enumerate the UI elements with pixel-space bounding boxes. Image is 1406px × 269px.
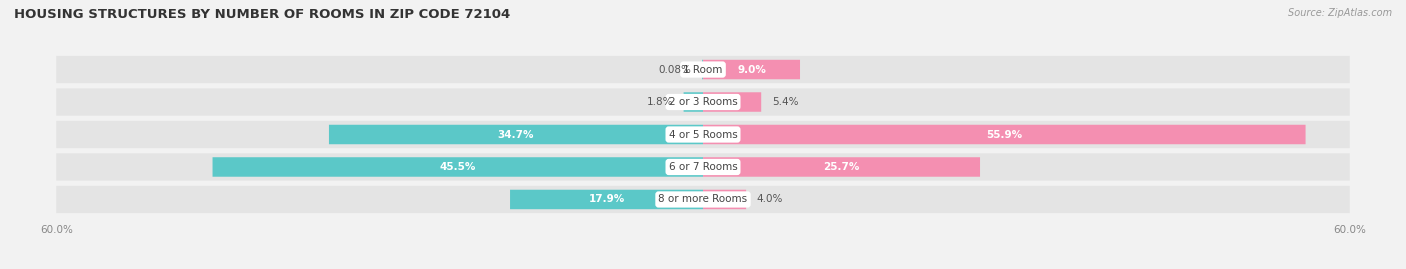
FancyBboxPatch shape	[56, 186, 1350, 213]
FancyBboxPatch shape	[510, 190, 703, 209]
Text: 0.08%: 0.08%	[658, 65, 692, 75]
FancyBboxPatch shape	[703, 157, 980, 177]
FancyBboxPatch shape	[703, 60, 800, 79]
FancyBboxPatch shape	[683, 92, 703, 112]
FancyBboxPatch shape	[703, 190, 747, 209]
FancyBboxPatch shape	[212, 157, 703, 177]
Text: 45.5%: 45.5%	[440, 162, 477, 172]
Text: 1 Room: 1 Room	[683, 65, 723, 75]
Text: 4.0%: 4.0%	[756, 194, 783, 204]
Text: 34.7%: 34.7%	[498, 129, 534, 140]
FancyBboxPatch shape	[703, 92, 761, 112]
FancyBboxPatch shape	[329, 125, 703, 144]
Text: 9.0%: 9.0%	[737, 65, 766, 75]
Text: 8 or more Rooms: 8 or more Rooms	[658, 194, 748, 204]
FancyBboxPatch shape	[56, 56, 1350, 83]
FancyBboxPatch shape	[703, 125, 1306, 144]
Text: 25.7%: 25.7%	[824, 162, 859, 172]
Text: 2 or 3 Rooms: 2 or 3 Rooms	[669, 97, 737, 107]
Text: 5.4%: 5.4%	[772, 97, 799, 107]
Text: 6 or 7 Rooms: 6 or 7 Rooms	[669, 162, 737, 172]
Text: 1.8%: 1.8%	[647, 97, 673, 107]
FancyBboxPatch shape	[56, 89, 1350, 116]
Text: 55.9%: 55.9%	[986, 129, 1022, 140]
Text: Source: ZipAtlas.com: Source: ZipAtlas.com	[1288, 8, 1392, 18]
Text: HOUSING STRUCTURES BY NUMBER OF ROOMS IN ZIP CODE 72104: HOUSING STRUCTURES BY NUMBER OF ROOMS IN…	[14, 8, 510, 21]
Text: 17.9%: 17.9%	[588, 194, 624, 204]
Text: 4 or 5 Rooms: 4 or 5 Rooms	[669, 129, 737, 140]
FancyBboxPatch shape	[56, 153, 1350, 180]
FancyBboxPatch shape	[56, 121, 1350, 148]
